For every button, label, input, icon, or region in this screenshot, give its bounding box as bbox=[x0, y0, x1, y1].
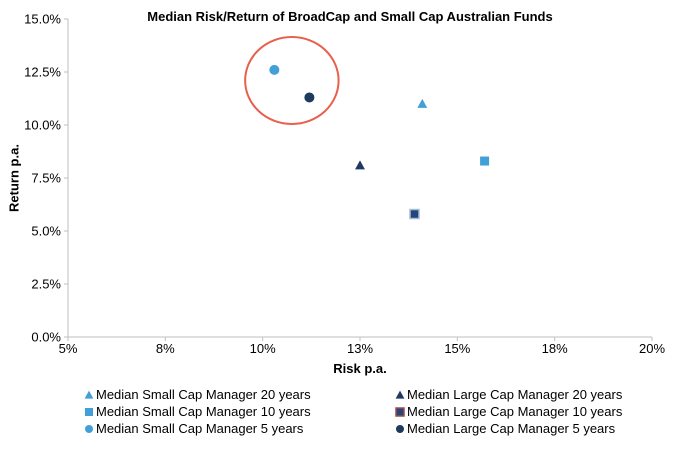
legend-item-median-large-cap-manager-5-years: Median Large Cap Manager 5 years bbox=[395, 420, 622, 437]
x-tick-label: 10% bbox=[250, 341, 276, 356]
legend-item-label: Median Small Cap Manager 5 years bbox=[96, 421, 304, 436]
y-tick-label: 7.5% bbox=[31, 171, 61, 186]
x-tick-label: 18% bbox=[542, 341, 568, 356]
circle-marker-icon bbox=[85, 424, 93, 433]
point-median-large-cap-manager-10-years bbox=[409, 208, 420, 220]
triangle-marker-icon bbox=[84, 390, 94, 399]
x-axis-title: Risk p.a. bbox=[333, 361, 387, 376]
legend-item-median-small-cap-manager-10-years: Median Small Cap Manager 10 years bbox=[84, 403, 311, 420]
square-marker-icon bbox=[85, 407, 93, 416]
chart-title: Median Risk/Return of BroadCap and Small… bbox=[147, 9, 553, 24]
x-tick-label: 5% bbox=[59, 341, 78, 356]
legend-item-label: Median Small Cap Manager 20 years bbox=[96, 387, 311, 402]
y-tick-label: 12.5% bbox=[24, 65, 61, 80]
legend-column-small-cap: Median Small Cap Manager 20 years Median … bbox=[84, 386, 311, 437]
y-tick-label: 10.0% bbox=[24, 118, 61, 133]
y-tick-label: 2.5% bbox=[31, 277, 61, 292]
highlight-ellipse-annotation bbox=[244, 36, 340, 125]
x-tick-label: 8% bbox=[156, 341, 175, 356]
x-tick-label: 20% bbox=[639, 341, 665, 356]
legend-item-label: Median Large Cap Manager 10 years bbox=[407, 404, 623, 419]
x-tick-label: 13% bbox=[347, 341, 373, 356]
y-tick-label: 15.0% bbox=[24, 12, 61, 27]
scatter-plot: 5% 8% 10% 13% 15% 18% 20% 0.0% 2.5% 5.0% 7.5% 10.0%… bbox=[24, 12, 665, 357]
legend-item-median-small-cap-manager-20-years: Median Small Cap Manager 20 years bbox=[84, 386, 311, 403]
point-median-large-cap-manager-20-years bbox=[355, 160, 365, 170]
legend-column-large-cap: Median Large Cap Manager 20 years Median … bbox=[395, 386, 622, 437]
point-median-large-cap-manager-5-years bbox=[304, 92, 315, 103]
point-median-small-cap-manager-5-years bbox=[269, 64, 280, 75]
legend-item-median-large-cap-manager-20-years: Median Large Cap Manager 20 years bbox=[395, 386, 622, 403]
x-tick-label: 15% bbox=[444, 341, 470, 356]
legend-item-label: Median Large Cap Manager 5 years bbox=[407, 421, 616, 436]
legend-item-median-large-cap-manager-10-years: Median Large Cap Manager 10 years bbox=[395, 403, 622, 420]
point-median-small-cap-manager-10-years bbox=[480, 156, 490, 166]
point-median-small-cap-manager-20-years bbox=[417, 98, 428, 108]
triangle-marker-icon bbox=[395, 390, 405, 399]
circle-marker-icon bbox=[396, 424, 404, 433]
square-marker-icon bbox=[395, 406, 405, 417]
legend-item-label: Median Large Cap Manager 20 years bbox=[407, 387, 623, 402]
legend-item-median-small-cap-manager-5-years: Median Small Cap Manager 5 years bbox=[84, 420, 311, 437]
y-tick-label: 5.0% bbox=[31, 224, 61, 239]
y-tick-label: 0.0% bbox=[31, 330, 61, 345]
legend-item-label: Median Small Cap Manager 10 years bbox=[96, 404, 311, 419]
